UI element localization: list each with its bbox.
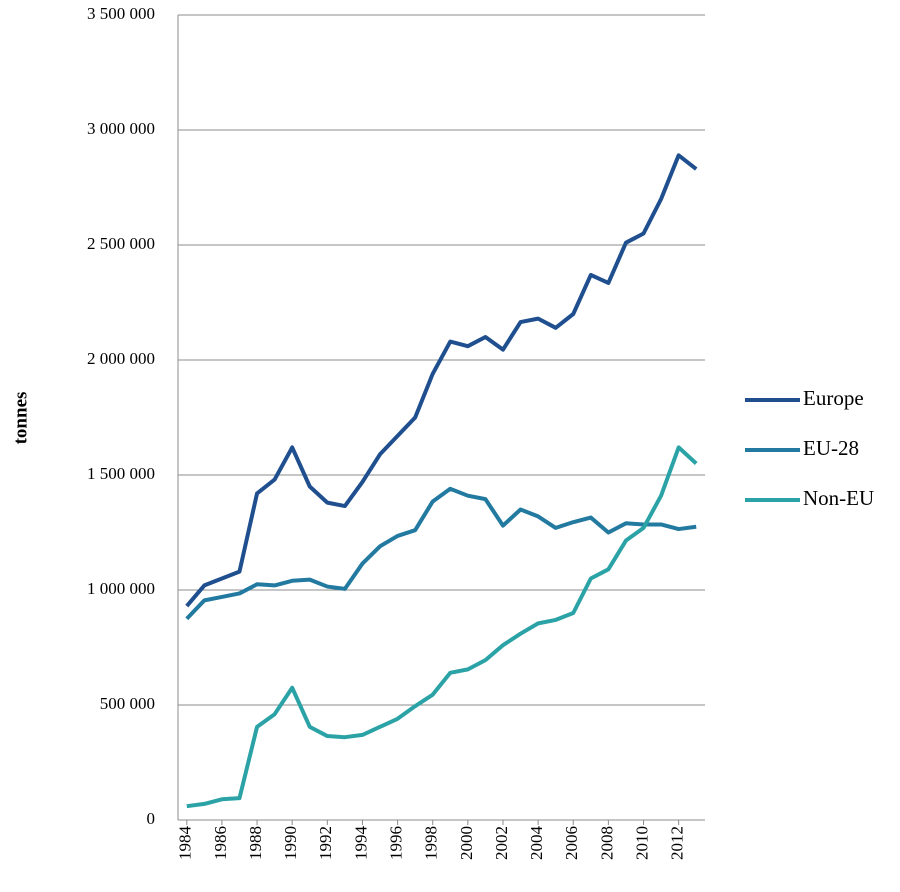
series-line [186, 445, 698, 809]
x-tick-label: 1984 [176, 826, 195, 861]
x-tick-label: 2010 [632, 826, 651, 860]
y-tick-label: 0 [147, 809, 156, 828]
y-tick-label: 3 000 000 [87, 119, 155, 138]
y-tick-label: 1 500 000 [87, 464, 155, 483]
x-tick-label: 1986 [211, 826, 230, 860]
legend-label: Non-EU [803, 486, 874, 510]
x-tick-label: 2004 [527, 826, 546, 861]
x-tick-label: 2006 [562, 826, 581, 860]
series-line [185, 153, 698, 608]
y-tick-label: 1 000 000 [87, 579, 155, 598]
x-tick-label: 1996 [386, 826, 405, 860]
x-tick-label: 2000 [457, 826, 476, 860]
x-tick-label: 1988 [246, 826, 265, 860]
x-tick-label: 2002 [492, 826, 511, 860]
x-tick-label: 1990 [281, 826, 300, 860]
y-tick-label: 500 000 [100, 694, 155, 713]
y-axis-label: tonnes [10, 392, 31, 445]
y-tick-label: 3 500 000 [87, 4, 155, 23]
legend-label: Europe [803, 386, 864, 410]
x-tick-label: 2012 [668, 826, 687, 860]
x-tick-label: 2008 [597, 826, 616, 860]
x-tick-label: 1992 [316, 826, 335, 860]
y-tick-label: 2 500 000 [87, 234, 155, 253]
x-tick-label: 1998 [422, 826, 441, 860]
series-line [185, 486, 697, 621]
y-tick-label: 2 000 000 [87, 349, 155, 368]
x-tick-label: 1994 [351, 826, 370, 861]
legend-label: EU-28 [803, 436, 859, 460]
